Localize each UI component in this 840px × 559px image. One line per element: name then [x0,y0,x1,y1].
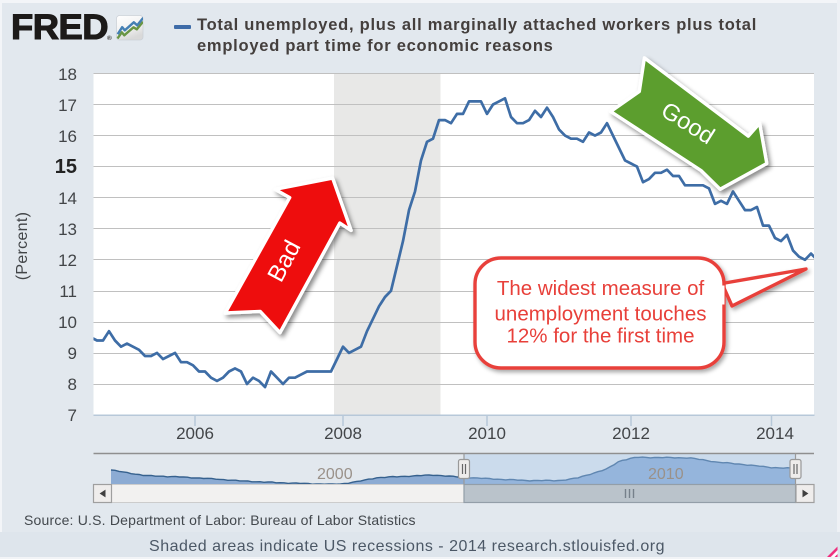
svg-text:unemployment touches: unemployment touches [495,303,707,326]
svg-text:The widest measure of: The widest measure of [497,277,705,300]
svg-text:12% for the first time: 12% for the first time [507,325,695,348]
